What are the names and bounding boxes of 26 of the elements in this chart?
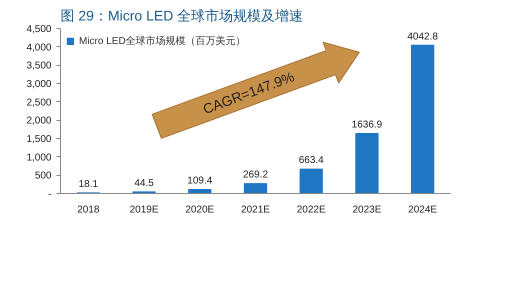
y-tick-label: - xyxy=(48,189,52,200)
y-tick-label: 3,500 xyxy=(26,60,52,72)
y-tick-label: 1,000 xyxy=(26,152,52,164)
x-tick-label: 2018 xyxy=(77,204,100,216)
data-label: 109.4 xyxy=(187,175,213,186)
chart-title: 图 29：Micro LED 全球市场规模及增速 xyxy=(60,8,304,24)
y-tick-label: 4,500 xyxy=(26,24,52,35)
y-tick-label: 4,000 xyxy=(26,42,52,54)
data-label: 4042.8 xyxy=(407,31,438,42)
y-tick-label: 3,000 xyxy=(26,79,52,90)
y-tick-label: 500 xyxy=(34,170,52,182)
y-tick-label: 2,500 xyxy=(26,97,52,108)
data-label: 269.2 xyxy=(242,170,268,181)
x-tick-label: 2023E xyxy=(352,204,382,216)
data-label: 44.5 xyxy=(134,178,154,189)
data-label: 18.1 xyxy=(78,178,99,190)
data-label: 1636.9 xyxy=(352,119,383,130)
y-tick-label: 1,500 xyxy=(26,134,52,145)
legend-label: Micro LED全球市场规模（百万美元） xyxy=(79,34,246,48)
x-tick-label: 2020E xyxy=(185,204,215,216)
x-tick-label: 2022E xyxy=(296,204,326,216)
data-label: 663.4 xyxy=(298,155,324,166)
x-tick-label: 2024E xyxy=(408,204,438,216)
x-tick-label: 2021E xyxy=(241,204,270,216)
y-tick-label: 2,000 xyxy=(26,116,52,127)
x-tick-label: 2019E xyxy=(130,204,159,216)
